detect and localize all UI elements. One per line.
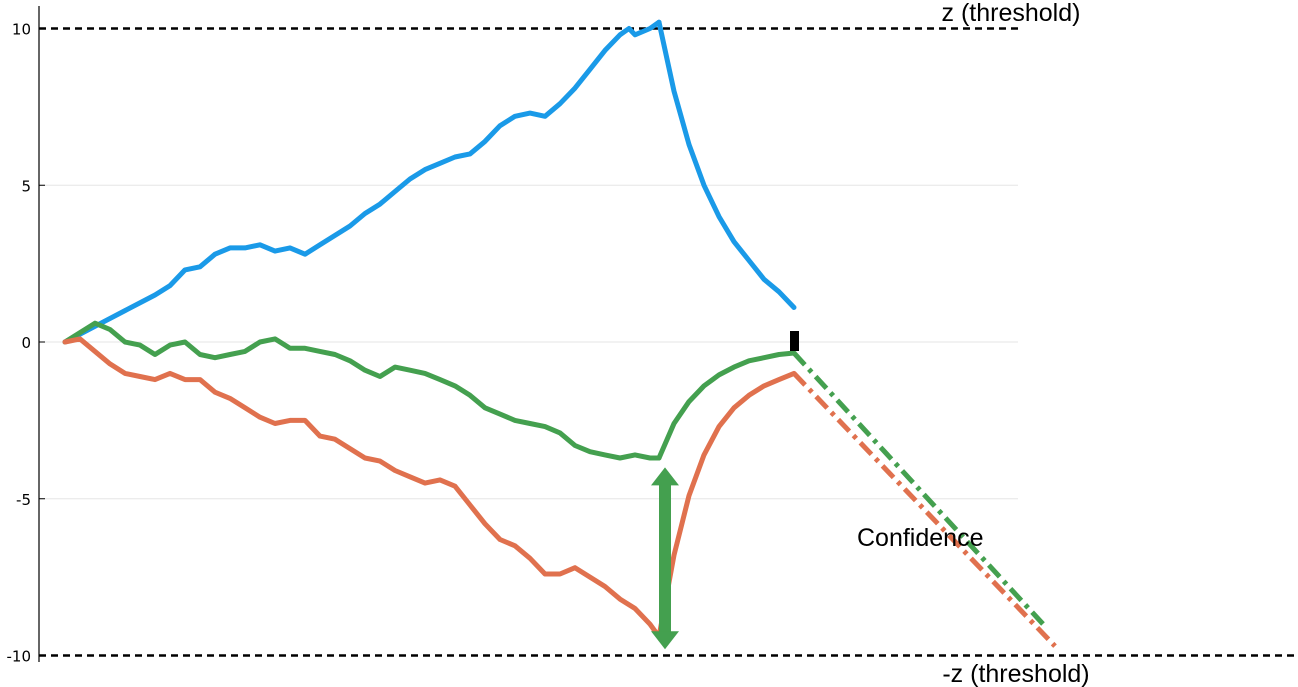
orange-series-line xyxy=(62,336,662,640)
confidence-arrow-head-up xyxy=(651,467,679,486)
confidence-label: Confidence xyxy=(857,524,983,552)
y-tick-label: 5 xyxy=(21,177,31,195)
orange-series-line xyxy=(656,370,797,640)
decision-marker xyxy=(790,331,799,351)
green-series-line xyxy=(62,320,662,461)
upper-threshold-label: z (threshold) xyxy=(942,0,1081,27)
blue-series-line xyxy=(62,19,662,345)
green-series-line xyxy=(656,350,797,461)
confidence-arrow-head-down xyxy=(651,631,679,650)
y-tick-label: 10 xyxy=(12,21,31,39)
lower-threshold-label: -z (threshold) xyxy=(942,660,1089,687)
grid-lines xyxy=(39,184,1018,500)
y-tick-label: -10 xyxy=(7,648,32,666)
y-tick-label: -5 xyxy=(16,491,31,509)
confidence-annotation xyxy=(651,467,679,650)
green-series-line xyxy=(792,351,1048,629)
series-lines xyxy=(62,19,1057,648)
blue-series-line xyxy=(656,19,797,310)
orange-series-line xyxy=(792,371,1057,648)
threshold-lines xyxy=(39,27,1298,657)
y-tick-label: 0 xyxy=(21,334,31,352)
